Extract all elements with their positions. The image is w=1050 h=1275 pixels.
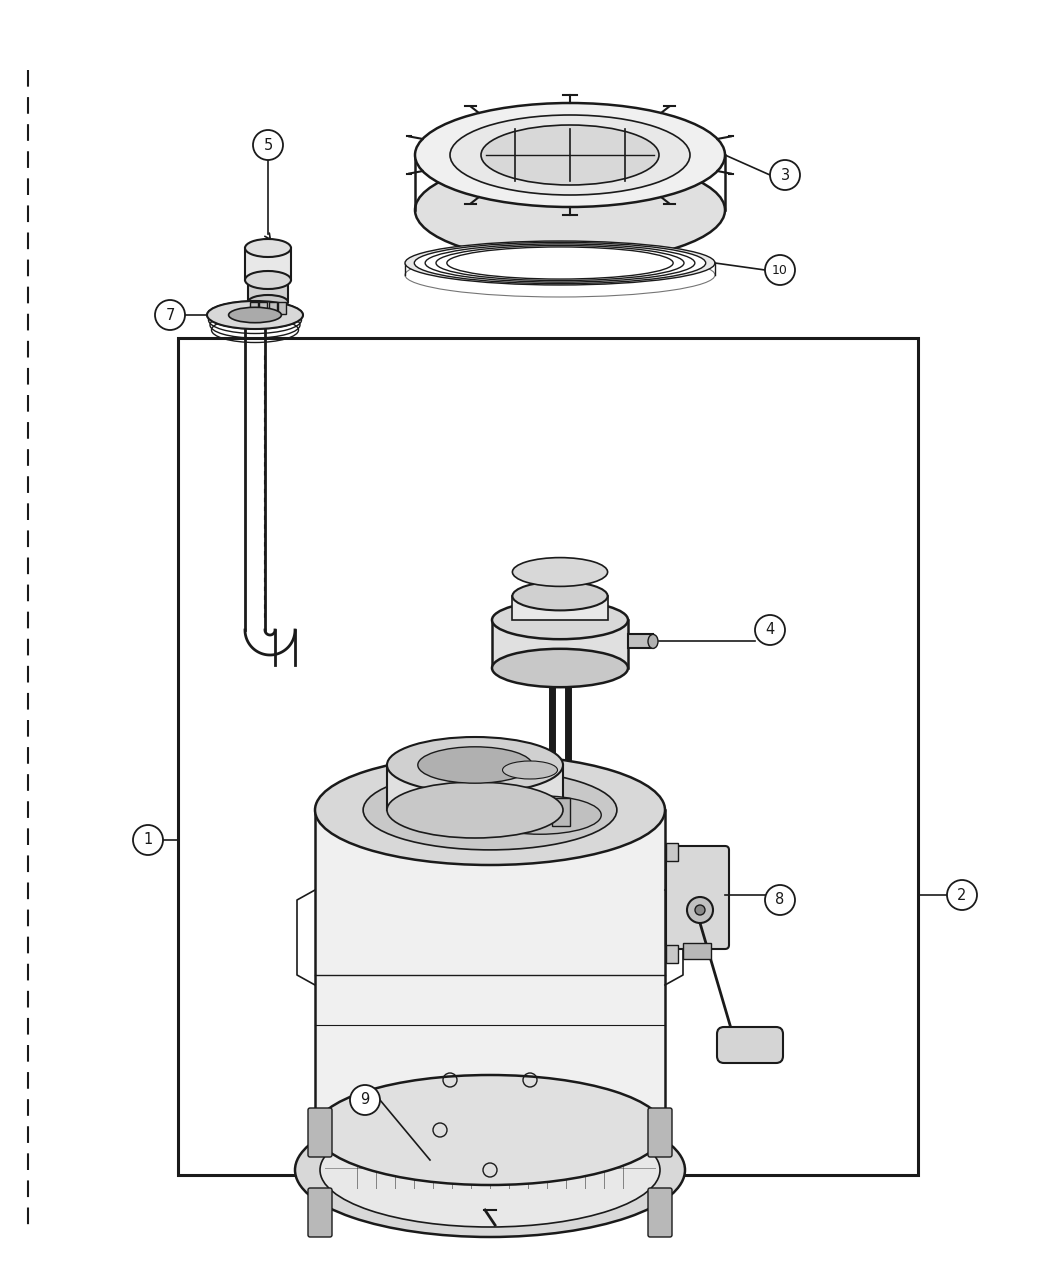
- Circle shape: [350, 1085, 380, 1116]
- Ellipse shape: [425, 244, 695, 282]
- Ellipse shape: [418, 747, 532, 783]
- Circle shape: [755, 615, 785, 645]
- Bar: [269, 302, 277, 314]
- Circle shape: [695, 905, 705, 915]
- Circle shape: [765, 885, 795, 915]
- Text: 1: 1: [144, 833, 152, 848]
- Ellipse shape: [387, 737, 563, 793]
- Ellipse shape: [447, 247, 673, 279]
- Bar: [387, 765, 563, 810]
- Ellipse shape: [436, 245, 684, 280]
- Ellipse shape: [363, 770, 617, 850]
- Bar: [315, 810, 665, 1130]
- Bar: [259, 302, 267, 314]
- Circle shape: [155, 300, 185, 330]
- Bar: [178, 338, 918, 1176]
- Text: 8: 8: [775, 892, 784, 908]
- Ellipse shape: [648, 635, 658, 649]
- Text: 5: 5: [264, 138, 273, 153]
- Bar: [512, 595, 608, 620]
- Bar: [492, 620, 628, 668]
- FancyBboxPatch shape: [308, 1108, 332, 1156]
- Bar: [278, 302, 286, 314]
- Ellipse shape: [248, 295, 288, 309]
- Ellipse shape: [415, 158, 724, 261]
- Text: 2: 2: [958, 887, 967, 903]
- Ellipse shape: [229, 307, 281, 323]
- Ellipse shape: [295, 1103, 685, 1237]
- Ellipse shape: [320, 1113, 660, 1227]
- FancyBboxPatch shape: [648, 1188, 672, 1237]
- FancyBboxPatch shape: [648, 1108, 672, 1156]
- Ellipse shape: [492, 601, 628, 639]
- Bar: [248, 280, 288, 302]
- Ellipse shape: [450, 115, 690, 195]
- Ellipse shape: [245, 272, 291, 289]
- Ellipse shape: [492, 649, 628, 687]
- Bar: [245, 249, 291, 280]
- Text: 3: 3: [780, 167, 790, 182]
- Circle shape: [770, 159, 800, 190]
- Circle shape: [947, 880, 976, 910]
- FancyBboxPatch shape: [308, 1188, 332, 1237]
- Ellipse shape: [512, 557, 608, 586]
- Text: 7: 7: [165, 307, 174, 323]
- Ellipse shape: [387, 782, 563, 838]
- Circle shape: [133, 825, 163, 856]
- Ellipse shape: [481, 125, 659, 185]
- Ellipse shape: [512, 581, 608, 611]
- Text: 9: 9: [360, 1093, 370, 1108]
- Ellipse shape: [479, 796, 602, 834]
- Ellipse shape: [405, 241, 715, 286]
- Ellipse shape: [315, 1075, 665, 1184]
- FancyBboxPatch shape: [717, 1026, 783, 1063]
- Bar: [666, 843, 678, 861]
- Ellipse shape: [415, 103, 724, 207]
- Ellipse shape: [207, 301, 303, 329]
- Bar: [666, 945, 678, 963]
- Bar: [628, 635, 653, 649]
- Circle shape: [765, 255, 795, 286]
- Circle shape: [687, 898, 713, 923]
- Bar: [682, 944, 711, 959]
- Ellipse shape: [245, 238, 291, 258]
- FancyBboxPatch shape: [666, 847, 729, 949]
- Ellipse shape: [415, 242, 706, 283]
- Bar: [552, 798, 570, 826]
- Bar: [250, 302, 258, 314]
- Circle shape: [253, 130, 284, 159]
- Text: 4: 4: [765, 622, 775, 638]
- Ellipse shape: [503, 761, 558, 779]
- Text: 10: 10: [772, 264, 788, 277]
- Ellipse shape: [315, 755, 665, 864]
